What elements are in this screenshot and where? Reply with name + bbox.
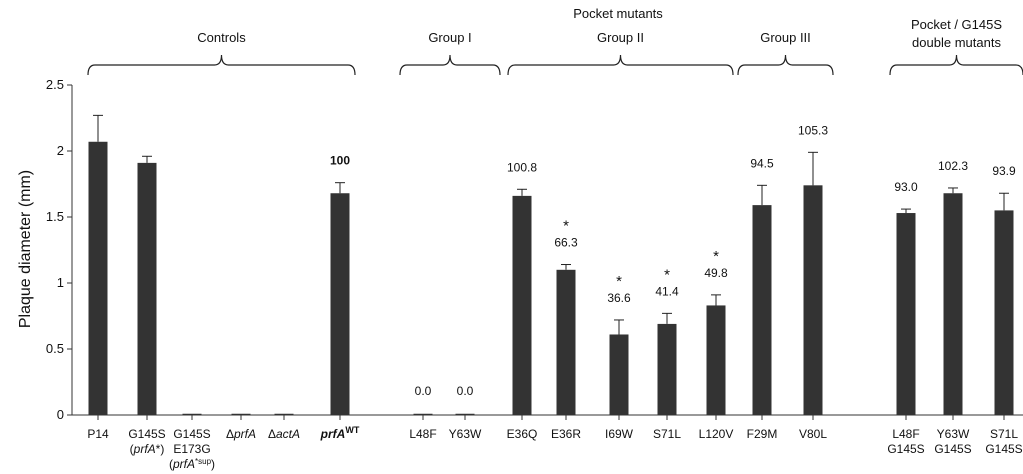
data-label: 0.0 [457,384,474,398]
y-tick-label: 0 [57,407,64,422]
data-label: 93.0 [894,180,918,194]
x-tick-label: ΔactA [268,427,300,441]
x-tick-label: V80L [799,427,827,441]
x-tick-label: L48F [409,427,436,441]
bar [943,193,963,415]
bar [994,210,1014,415]
x-tick-sublabel: G145S [887,442,924,456]
data-label: 0.0 [415,384,432,398]
group-label: double mutants [912,35,1001,50]
group-label: Group II [597,30,644,45]
y-tick-label: 1.5 [46,209,64,224]
significance-star: * [616,273,622,290]
bar [609,334,629,415]
x-tick-label: L120V [699,427,734,441]
x-tick-sublabel: (prfA*sup) [169,457,215,471]
x-tick-label: E36R [551,427,581,441]
data-label: 94.5 [750,156,774,170]
x-tick-label: P14 [87,427,109,441]
data-label: 66.3 [554,236,578,250]
x-tick-sublabel: E173G [173,442,210,456]
group-brackets: Controls Group I Group II Group III Pocket /… [87,6,1023,76]
x-tick-label: G145S [128,427,165,441]
x-tick-sublabel: G145S [985,442,1022,456]
x-tick-sublabel: (prfA*) [130,442,165,456]
bar [137,162,157,415]
significance-star: * [563,218,569,235]
y-tick-label: 2.5 [46,77,64,92]
x-tick-label: Y63W [449,427,482,441]
bar [556,269,576,415]
y-tick-label: 0.5 [46,341,64,356]
labels: P14 G145S(prfA*)G145SE173G(prfA*sup)ΔprfA… [87,123,1022,471]
y-tick-label: 1 [57,275,64,290]
group-label: Pocket / G145S [911,17,1002,32]
data-label: 36.6 [607,291,631,305]
supergroup-label: Pocket mutants [573,6,663,21]
x-tick-label: S71L [990,427,1018,441]
group-label: Group I [428,30,471,45]
significance-star: * [713,248,719,265]
axes: 0 0.5 1 1.5 2 2.5 [46,77,1023,422]
bar [512,195,532,415]
bar [706,305,726,415]
group-bracket [889,54,1023,76]
significance-star: * [664,266,670,283]
group-bracket [737,54,834,76]
x-tick-sublabel: G145S [934,442,971,456]
x-tick-label: F29M [747,427,778,441]
bars [88,114,1014,416]
x-tick-label: L48F [892,427,919,441]
group-bracket [399,54,501,76]
data-label: 93.9 [992,164,1016,178]
group-label: Group III [760,30,811,45]
data-label: 100 [330,154,350,168]
y-axis-label: Plaque diameter (mm) [17,170,34,328]
bar [752,205,772,415]
x-tick-label: Y63W [937,427,970,441]
group-bracket [507,54,734,76]
data-label: 41.4 [655,284,679,298]
data-label: 102.3 [938,159,968,173]
bar [896,213,916,415]
group-bracket [87,54,356,76]
data-label: 105.3 [798,123,828,137]
data-label: 100.8 [507,160,537,174]
x-tick-label: I69W [605,427,634,441]
y-tick-label: 2 [57,143,64,158]
x-tick-label: prfAWT [320,425,360,441]
x-tick-label: E36Q [507,427,538,441]
bar [88,141,108,415]
group-label: Controls [197,30,246,45]
x-tick-label: S71L [653,427,681,441]
data-label: 49.8 [704,266,728,280]
x-tick-label: ΔprfA [226,427,256,441]
bar [803,185,823,415]
bar [657,323,677,415]
bar [330,193,350,415]
x-tick-label: G145S [173,427,210,441]
